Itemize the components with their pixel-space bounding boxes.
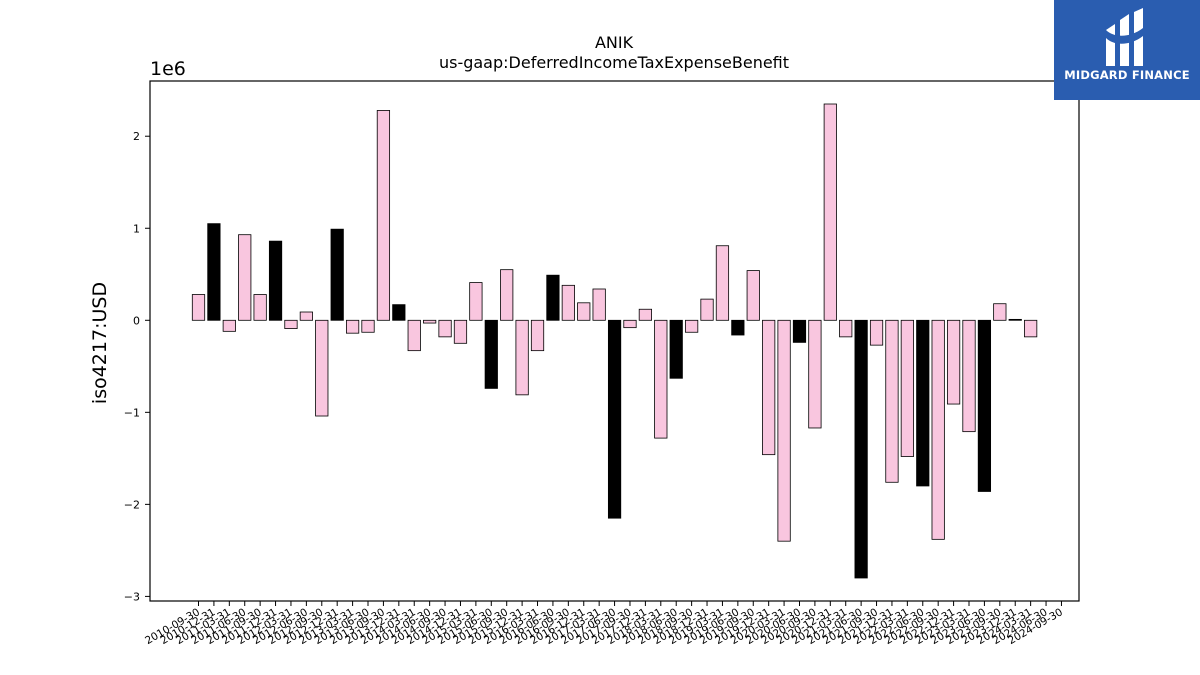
bar bbox=[577, 302, 591, 321]
bar bbox=[669, 319, 683, 379]
bar bbox=[762, 319, 776, 456]
y-tick-label: −1 bbox=[124, 406, 140, 419]
bar bbox=[1024, 319, 1038, 338]
bar bbox=[315, 319, 329, 417]
bar bbox=[238, 234, 252, 321]
bar bbox=[392, 304, 406, 321]
chart-subtitle: us-gaap:DeferredIncomeTaxExpenseBenefit bbox=[439, 53, 789, 72]
y-tick-label: 0 bbox=[133, 314, 140, 327]
bar bbox=[546, 274, 560, 321]
bar bbox=[685, 319, 699, 333]
bar bbox=[438, 319, 452, 338]
bar bbox=[1008, 318, 1022, 321]
brand-logo: MIDGARD FINANCE bbox=[1054, 0, 1200, 100]
bar bbox=[869, 319, 884, 346]
bar-series bbox=[191, 103, 1038, 579]
bar bbox=[962, 319, 976, 433]
bar bbox=[361, 319, 375, 333]
bar bbox=[607, 319, 622, 519]
y-axis-label: iso4217:USD bbox=[89, 282, 111, 404]
bar bbox=[931, 319, 945, 540]
bar bbox=[423, 319, 437, 324]
bar bbox=[823, 103, 837, 321]
bar bbox=[746, 270, 760, 321]
bar bbox=[654, 319, 668, 439]
y-tick-label: −3 bbox=[124, 590, 140, 603]
bar bbox=[854, 319, 868, 579]
bar bbox=[808, 319, 822, 429]
bar bbox=[638, 308, 652, 321]
bar bbox=[592, 288, 606, 321]
bar bbox=[268, 240, 283, 321]
midgard-logo-icon bbox=[1106, 8, 1143, 66]
bar bbox=[330, 228, 344, 321]
bar bbox=[453, 319, 468, 344]
bar bbox=[376, 110, 391, 321]
bar bbox=[715, 245, 730, 321]
bar bbox=[977, 319, 992, 492]
bar bbox=[993, 303, 1007, 321]
y-axis-ticks: −3 −2 −1 0 1 2 bbox=[124, 130, 150, 603]
bar bbox=[946, 319, 961, 405]
y-tick-label: 2 bbox=[133, 130, 140, 143]
y-tick-label: 1 bbox=[133, 222, 140, 235]
bar bbox=[191, 294, 206, 321]
brand-name: MIDGARD FINANCE bbox=[1064, 68, 1190, 82]
bar bbox=[253, 294, 267, 321]
bar bbox=[731, 319, 745, 336]
y-tick-label: −2 bbox=[124, 498, 140, 511]
bar bbox=[792, 319, 807, 343]
bar bbox=[700, 298, 714, 321]
bar bbox=[916, 319, 930, 487]
bar bbox=[530, 319, 545, 352]
y-axis-scale-label: 1e6 bbox=[150, 58, 186, 80]
bar bbox=[500, 269, 514, 321]
bar bbox=[623, 319, 637, 329]
bar bbox=[777, 319, 791, 542]
bar bbox=[345, 319, 360, 334]
plot-frame bbox=[149, 80, 1080, 602]
bar bbox=[207, 223, 221, 321]
bar bbox=[839, 319, 853, 338]
bar bbox=[561, 284, 575, 321]
bar bbox=[885, 319, 899, 483]
chart-title: ANIK bbox=[595, 33, 634, 52]
bar bbox=[222, 319, 236, 332]
x-axis-ticks: 2010-09-302010-12-312011-03-312011-06-30… bbox=[143, 601, 1065, 647]
bar bbox=[484, 319, 498, 389]
bar bbox=[469, 282, 483, 321]
bar bbox=[299, 311, 313, 321]
bar bbox=[407, 319, 421, 352]
bar bbox=[900, 319, 914, 457]
bar bbox=[515, 319, 529, 396]
bar bbox=[284, 319, 298, 329]
